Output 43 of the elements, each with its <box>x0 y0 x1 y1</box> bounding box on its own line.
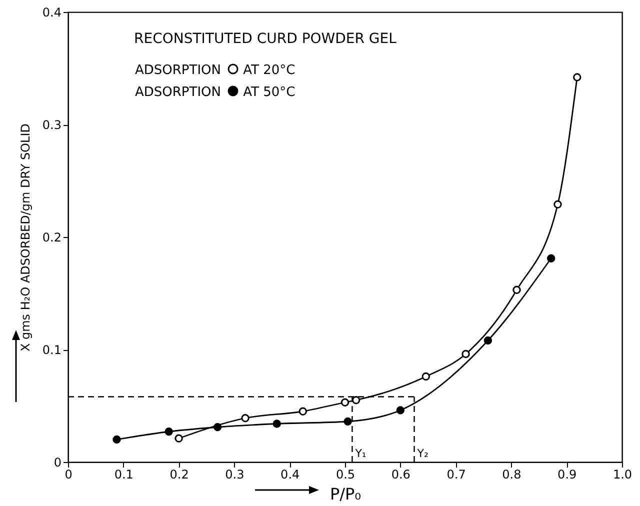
x-axis-title: P/P₀ <box>330 484 362 504</box>
x-tick-label: 0.2 <box>170 468 189 482</box>
point <box>340 398 350 406</box>
ref-line-label: Y₂ <box>416 447 428 460</box>
point <box>164 428 173 436</box>
point <box>272 420 281 428</box>
point <box>174 434 183 442</box>
y-tick-label: 0.4 <box>42 6 62 20</box>
ref-line-label: Y₁ <box>354 447 366 460</box>
point <box>352 396 360 404</box>
point <box>484 336 492 345</box>
point <box>213 423 222 432</box>
point <box>546 254 556 262</box>
text: RECONSTITUTED CURD POWDER GEL <box>134 31 397 47</box>
legend-label: AT 50°C <box>243 85 296 100</box>
x-tick-label: 0 <box>64 468 72 482</box>
point <box>462 350 470 358</box>
y-tick-label: 0 <box>54 456 62 470</box>
y-axis-title: X gms H₂O ADSORBED/gm DRY SOLID <box>18 123 32 352</box>
y-tick-label: 0.1 <box>42 343 62 357</box>
x-tick-label: 0.9 <box>558 468 577 482</box>
point <box>554 200 562 208</box>
point <box>298 407 307 416</box>
x-tick-label: 0.8 <box>502 468 522 482</box>
x-tick-label: 0.1 <box>114 468 134 482</box>
x-tick-label: 0.7 <box>446 468 466 482</box>
x-tick-label: 1.0 <box>612 468 632 482</box>
point <box>573 73 582 82</box>
point <box>396 406 405 414</box>
point <box>422 372 430 381</box>
y-tick-label: 0.3 <box>42 118 62 132</box>
x-tick-label: 0.4 <box>280 468 300 482</box>
point <box>112 435 121 444</box>
x-tick-label: 0.3 <box>225 468 244 482</box>
legend-title: ADSORPTION <box>135 63 222 78</box>
text: ADSORPTION <box>135 85 221 100</box>
y-tick-label: 0.2 <box>42 230 62 244</box>
x-tick-label: 0.5 <box>336 468 356 482</box>
point <box>241 414 250 422</box>
point <box>344 417 352 426</box>
x-tick-label: 0.6 <box>391 468 410 482</box>
legend-label: AT 20°C <box>243 63 296 78</box>
point <box>512 286 521 294</box>
